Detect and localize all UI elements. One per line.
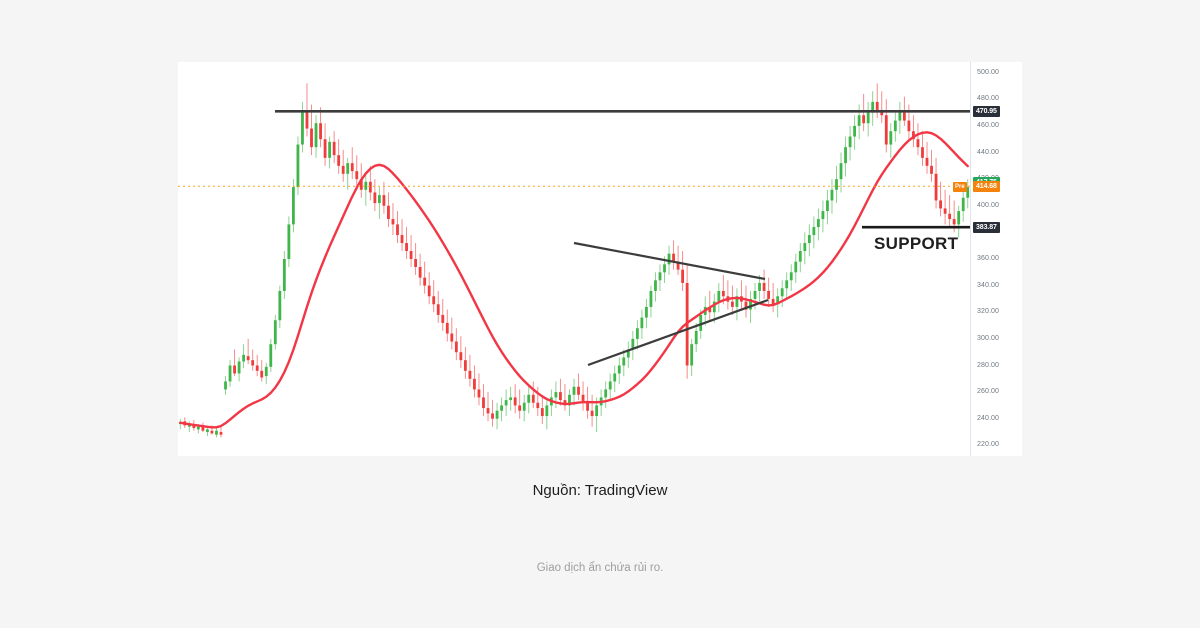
moving-average-line (179, 131, 969, 429)
candlestick-plot (178, 83, 970, 438)
resistance-price-badge[interactable]: 470.95 (973, 106, 1000, 118)
support-price-badge[interactable]: 383.87 (973, 222, 1000, 234)
premarket-tag: Pre (953, 182, 967, 193)
premarket-price-badge[interactable]: 414.68 (973, 181, 1000, 193)
price-scale[interactable]: 500.00480.00460.00440.00420.00400.00380.… (953, 62, 1022, 456)
price-tick: 300.00 (977, 334, 1000, 342)
chart-plot-area[interactable] (178, 62, 970, 456)
price-tick: 220.00 (977, 441, 1000, 449)
chart-overlays (178, 110, 970, 367)
price-tick: 320.00 (977, 308, 1000, 316)
price-tick: 480.00 (977, 95, 1000, 103)
price-tick: 260.00 (977, 388, 1000, 396)
price-tick: 280.00 (977, 361, 1000, 369)
triangle-lower-trendline[interactable] (587, 298, 769, 367)
price-tick: 440.00 (977, 148, 1000, 156)
triangle-upper-trendline[interactable] (573, 241, 766, 281)
chart-card: 500.00480.00460.00440.00420.00400.00380.… (178, 62, 1022, 456)
support-annotation-label: SUPPORT (874, 234, 959, 254)
source-caption: Nguồn: TradingView (532, 482, 668, 499)
price-tick: 240.00 (977, 414, 1000, 422)
price-tick: 360.00 (977, 255, 1000, 262)
price-tick: 340.00 (977, 281, 1000, 289)
price-tick: 500.00 (977, 68, 1000, 76)
price-tick: 460.00 (977, 121, 1000, 129)
candlestick-series (178, 83, 970, 438)
price-tick: 400.00 (977, 201, 1000, 209)
risk-disclaimer: Giao dịch ẩn chứa rủi ro. (536, 562, 664, 574)
